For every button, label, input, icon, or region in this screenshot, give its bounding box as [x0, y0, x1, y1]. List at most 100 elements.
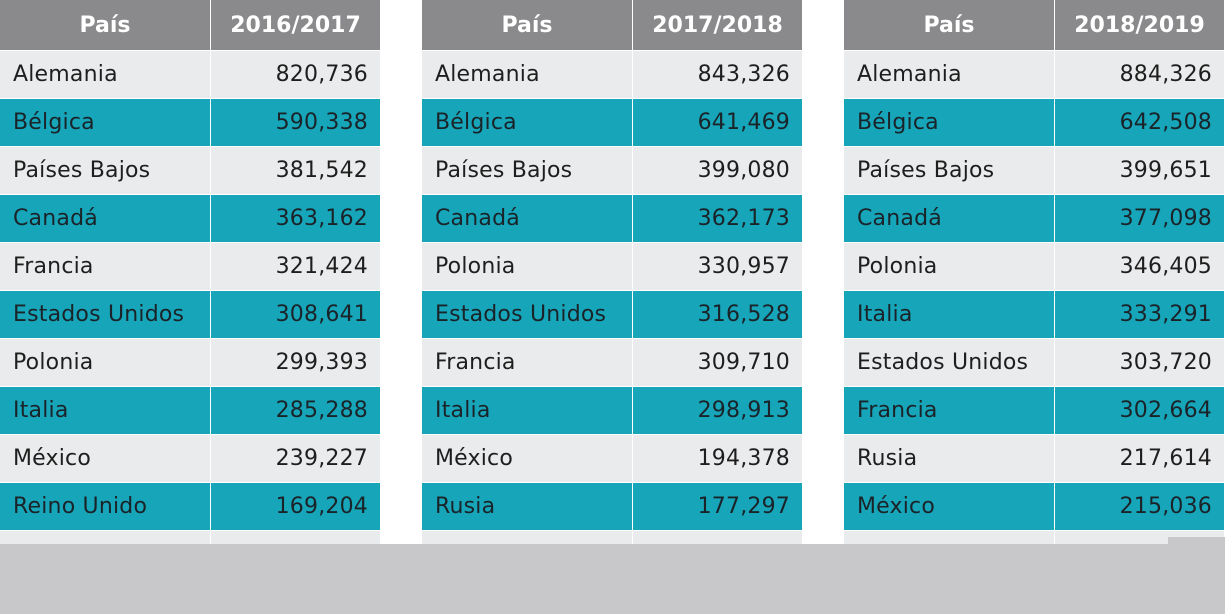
table-row: Canadá 377,098 — [844, 194, 1224, 242]
value-cell: 641,469 — [697, 110, 790, 135]
header-country: País — [844, 0, 1055, 50]
country-cell: Reino Unido — [0, 483, 211, 530]
table-row: Países Bajos 399,080 — [422, 146, 802, 194]
table-row: Canadá 363,162 — [0, 194, 380, 242]
country-cell: Canadá — [0, 195, 211, 242]
country-cell: Francia — [0, 243, 211, 290]
overlay-notch — [1168, 537, 1225, 547]
value-cell: 285,288 — [275, 398, 368, 423]
country-cell: Rusia — [422, 483, 633, 530]
value-cell: 215,036 — [1119, 494, 1212, 519]
value-cell: 177,297 — [697, 494, 790, 519]
country-cell: Alemania — [422, 51, 633, 98]
table-row: Polonia 330,957 — [422, 242, 802, 290]
value-cell: 299,393 — [275, 350, 368, 375]
table-row: México 239,227 — [0, 434, 380, 482]
table-row: Polonia 346,405 — [844, 242, 1224, 290]
table-row: Países Bajos 381,542 — [0, 146, 380, 194]
country-cell: Alemania — [844, 51, 1055, 98]
value-cell: 239,227 — [275, 446, 368, 471]
header-country: País — [422, 0, 633, 50]
value-cell: 309,710 — [697, 350, 790, 375]
value-cell: 333,291 — [1119, 302, 1212, 327]
value-cell: 642,508 — [1119, 110, 1212, 135]
header-year: 2018/2019 — [1074, 12, 1205, 38]
country-cell: Canadá — [844, 195, 1055, 242]
value-cell: 298,913 — [697, 398, 790, 423]
table-row: México 194,378 — [422, 434, 802, 482]
table-header: País 2018/2019 — [844, 0, 1224, 50]
table-2018-2019: País 2018/2019 Alemania 884,326 Bélgica 64… — [844, 0, 1224, 578]
table-row: Estados Unidos 316,528 — [422, 290, 802, 338]
country-cell: Polonia — [844, 243, 1055, 290]
country-cell: Estados Unidos — [844, 339, 1055, 386]
table-row: Estados Unidos 303,720 — [844, 338, 1224, 386]
table-row: Rusia 217,614 — [844, 434, 1224, 482]
country-cell: Italia — [422, 387, 633, 434]
value-cell: 820,736 — [275, 62, 368, 87]
country-cell: Estados Unidos — [0, 291, 211, 338]
table-row: Alemania 843,326 — [422, 50, 802, 98]
table-row: Países Bajos 399,651 — [844, 146, 1224, 194]
country-cell: Polonia — [422, 243, 633, 290]
table-row: Francia 302,664 — [844, 386, 1224, 434]
value-cell: 316,528 — [697, 302, 790, 327]
value-cell: 363,162 — [275, 206, 368, 231]
value-cell: 169,204 — [275, 494, 368, 519]
value-cell: 377,098 — [1119, 206, 1212, 231]
bottom-overlay-bar — [0, 544, 1225, 614]
country-cell: Italia — [0, 387, 211, 434]
table-2016-2017: País 2016/2017 Alemania 820,736 Bélgica 59… — [0, 0, 380, 578]
country-cell: Países Bajos — [844, 147, 1055, 194]
value-cell: 590,338 — [275, 110, 368, 135]
country-cell: Francia — [844, 387, 1055, 434]
value-cell: 308,641 — [275, 302, 368, 327]
table-2017-2018: País 2017/2018 Alemania 843,326 Bélgica 64… — [422, 0, 802, 578]
value-cell: 884,326 — [1119, 62, 1212, 87]
country-cell: Estados Unidos — [422, 291, 633, 338]
value-cell: 321,424 — [275, 254, 368, 279]
table-row: Francia 309,710 — [422, 338, 802, 386]
table-row: Canadá 362,173 — [422, 194, 802, 242]
table-row: Reino Unido 169,204 — [0, 482, 380, 530]
value-cell: 399,080 — [697, 158, 790, 183]
table-row: Francia 321,424 — [0, 242, 380, 290]
table-row: Bélgica 641,469 — [422, 98, 802, 146]
country-cell: Rusia — [844, 435, 1055, 482]
table-header: País 2016/2017 — [0, 0, 380, 50]
table-row: Bélgica 642,508 — [844, 98, 1224, 146]
country-cell: Países Bajos — [422, 147, 633, 194]
value-cell: 217,614 — [1119, 446, 1212, 471]
country-cell: Italia — [844, 291, 1055, 338]
table-row: Italia 333,291 — [844, 290, 1224, 338]
country-cell: Bélgica — [844, 99, 1055, 146]
value-cell: 399,651 — [1119, 158, 1212, 183]
header-country: País — [0, 0, 211, 50]
country-cell: Polonia — [0, 339, 211, 386]
country-cell: Países Bajos — [0, 147, 211, 194]
table-row: Alemania 884,326 — [844, 50, 1224, 98]
value-cell: 381,542 — [275, 158, 368, 183]
value-cell: 843,326 — [697, 62, 790, 87]
table-row: Polonia 299,393 — [0, 338, 380, 386]
table-row: Rusia 177,297 — [422, 482, 802, 530]
header-year: 2016/2017 — [230, 12, 361, 38]
country-cell: México — [844, 483, 1055, 530]
value-cell: 194,378 — [697, 446, 790, 471]
table-row: Bélgica 590,338 — [0, 98, 380, 146]
value-cell: 346,405 — [1119, 254, 1212, 279]
country-cell: México — [0, 435, 211, 482]
table-row: Italia 285,288 — [0, 386, 380, 434]
country-cell: Alemania — [0, 51, 211, 98]
value-cell: 303,720 — [1119, 350, 1212, 375]
table-row: México 215,036 — [844, 482, 1224, 530]
header-year: 2017/2018 — [652, 12, 783, 38]
country-cell: México — [422, 435, 633, 482]
value-cell: 362,173 — [697, 206, 790, 231]
country-cell: Bélgica — [422, 99, 633, 146]
country-cell: Bélgica — [0, 99, 211, 146]
value-cell: 330,957 — [697, 254, 790, 279]
value-cell: 302,664 — [1119, 398, 1212, 423]
country-cell: Francia — [422, 339, 633, 386]
country-cell: Canadá — [422, 195, 633, 242]
